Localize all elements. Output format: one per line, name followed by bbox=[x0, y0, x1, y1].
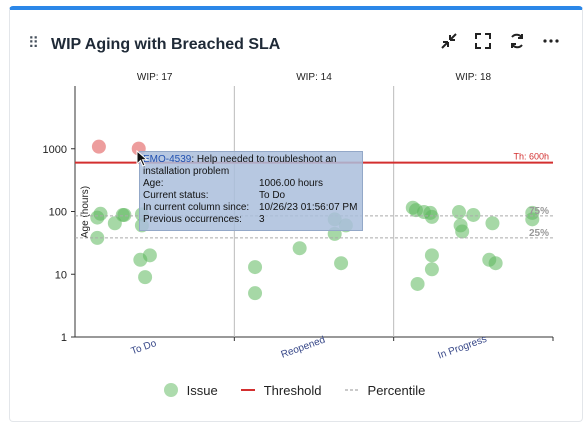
header-toolbar bbox=[439, 31, 561, 51]
card-header: ⠿ WIP Aging with Breached SLA bbox=[10, 10, 582, 53]
legend-item-percentile[interactable]: Percentile bbox=[344, 382, 426, 398]
issue-point[interactable] bbox=[455, 224, 470, 239]
issue-point[interactable] bbox=[485, 216, 500, 231]
legend-item-threshold[interactable]: Threshold bbox=[240, 382, 322, 398]
issue-point[interactable] bbox=[142, 248, 157, 263]
issue-point[interactable] bbox=[248, 286, 263, 301]
category-label: To Do bbox=[130, 338, 159, 357]
issue-point[interactable] bbox=[334, 256, 349, 271]
wip-label: WIP: 17 bbox=[137, 72, 173, 83]
fullscreen-icon[interactable] bbox=[473, 31, 493, 51]
y-tick-label: 1000 bbox=[43, 144, 67, 156]
issue-point[interactable] bbox=[292, 241, 307, 256]
issue-point[interactable] bbox=[451, 205, 466, 220]
tooltip-row: Age: 1006.00 hours bbox=[143, 178, 323, 189]
issue-point[interactable] bbox=[117, 207, 132, 222]
category-label: Reopened bbox=[280, 335, 327, 361]
percentile-label: 75% bbox=[529, 206, 549, 217]
refresh-icon[interactable] bbox=[507, 31, 527, 51]
tooltip-summary: : Help needed to troubleshoot an install… bbox=[143, 154, 337, 177]
more-icon[interactable] bbox=[541, 31, 561, 51]
category-label: In Progress bbox=[437, 334, 489, 362]
issue-point[interactable] bbox=[138, 270, 153, 285]
y-tick-label: 100 bbox=[49, 207, 67, 219]
card-title: WIP Aging with Breached SLA bbox=[51, 36, 281, 53]
tooltip-issue-key[interactable]: EMO-4539 bbox=[143, 154, 192, 165]
y-tick-label: 10 bbox=[55, 269, 67, 281]
legend-item-issue[interactable]: Issue bbox=[163, 382, 218, 398]
wip-label: WIP: 18 bbox=[456, 72, 492, 83]
chart-legend: Issue Threshold Percentile bbox=[0, 382, 588, 398]
wip-label: WIP: 14 bbox=[296, 72, 332, 83]
drag-handle-icon[interactable]: ⠿ bbox=[28, 35, 39, 52]
issue-tooltip: EMO-4539: Help needed to troubleshoot an… bbox=[139, 151, 363, 231]
issue-point[interactable] bbox=[466, 207, 481, 222]
issue-point[interactable] bbox=[488, 256, 503, 271]
tooltip-row: In current column since: 10/26/23 01:56:0… bbox=[143, 202, 358, 213]
threshold-label: Th: 600h bbox=[513, 152, 549, 162]
issue-point[interactable] bbox=[410, 276, 425, 291]
issue-point[interactable] bbox=[424, 248, 439, 263]
mouse-cursor-icon bbox=[136, 150, 149, 167]
y-tick-label: 1 bbox=[61, 332, 67, 344]
issue-point[interactable] bbox=[93, 206, 108, 221]
tooltip-row: Previous occurrences: 3 bbox=[143, 214, 265, 225]
percentile-label: 25% bbox=[529, 228, 549, 239]
issue-point[interactable] bbox=[424, 209, 439, 224]
issue-point[interactable] bbox=[91, 139, 106, 154]
y-axis-label: Age (hours) bbox=[80, 186, 91, 238]
tooltip-row: Current status: To Do bbox=[143, 190, 286, 201]
issue-point[interactable] bbox=[248, 260, 263, 275]
issue-point[interactable] bbox=[424, 262, 439, 277]
collapse-icon[interactable] bbox=[439, 31, 459, 51]
